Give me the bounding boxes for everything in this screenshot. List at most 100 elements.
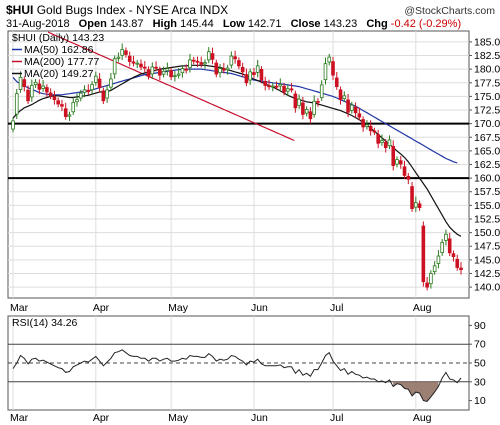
month-label: Mar: [10, 412, 29, 424]
price-tick-label: 172.5: [474, 105, 500, 117]
rsi-panel-title: RSI(14) 34.26: [12, 317, 78, 329]
candle-body: [169, 70, 173, 78]
candle-body: [67, 114, 72, 117]
candle-body: [33, 81, 38, 86]
candle-body: [199, 62, 204, 65]
candle-body: [176, 73, 181, 76]
candle-body: [233, 56, 237, 60]
close-value: 143.23: [324, 18, 358, 30]
price-tick-label: 142.5: [474, 268, 500, 280]
candle-body: [252, 72, 256, 75]
candle-body: [52, 96, 57, 101]
candles: [11, 43, 463, 291]
candle-body: [60, 104, 64, 107]
candle-body: [14, 93, 19, 115]
candle-body: [308, 111, 313, 120]
month-axis-top: Mar Apr May Jun Jul Aug: [10, 302, 432, 314]
candle-body: [180, 68, 185, 74]
candle-body: [353, 106, 358, 114]
candle-body: [425, 282, 429, 288]
candle-body: [327, 56, 332, 63]
price-tick-label: 180.0: [474, 64, 500, 76]
candle-body: [203, 62, 207, 65]
candle-body: [350, 104, 354, 111]
candle-body: [282, 85, 286, 93]
candle-body: [444, 233, 448, 241]
price-tick-label: 157.5: [474, 186, 500, 198]
candle-body: [45, 87, 49, 93]
candle-body: [18, 76, 23, 90]
candle-body: [112, 58, 117, 75]
candle-body: [440, 242, 444, 254]
candle-body: [316, 101, 320, 103]
month-label: May: [168, 412, 189, 424]
rsi-tick-label: 30: [474, 376, 486, 388]
candle-body: [173, 75, 177, 78]
price-tick-label: 185.0: [474, 36, 500, 48]
month-label: Apr: [93, 302, 110, 314]
candle-body: [154, 66, 158, 69]
symbol-label: $HUI: [6, 3, 33, 17]
candle-body: [191, 59, 196, 62]
month-label: Jun: [251, 412, 268, 424]
candle-body: [222, 68, 226, 71]
price-tick-label: 150.0: [474, 227, 500, 239]
candle-body: [429, 273, 433, 285]
legend-entry: MA(200) 177.77: [24, 56, 99, 68]
candle-body: [90, 84, 94, 91]
candle-body: [346, 99, 350, 113]
candle-body: [372, 130, 377, 133]
price-tick-label: 170.0: [474, 118, 500, 130]
price-tick-label: 162.5: [474, 159, 500, 171]
candle-body: [391, 145, 396, 166]
candle-body: [210, 53, 215, 60]
ma20-line: [12, 64, 462, 237]
candle-body: [398, 160, 403, 165]
price-tick-label: 182.5: [474, 50, 500, 62]
rsi-line: [12, 349, 462, 403]
candle-body: [380, 140, 384, 143]
candle-body: [248, 71, 252, 81]
rsi-panel-frame: [7, 315, 470, 411]
candle-body: [312, 100, 316, 115]
price-legend: $HUI (Daily) 143.23 MA(50) 162.86MA(200)…: [12, 32, 104, 80]
candle-body: [109, 78, 113, 88]
candle-body: [218, 68, 222, 74]
candle-body: [240, 66, 245, 73]
candle-body: [41, 85, 45, 89]
candle-body: [447, 238, 452, 254]
candle-body: [286, 88, 290, 92]
candle-body: [188, 59, 192, 69]
candle-body: [319, 84, 324, 99]
candle-body: [86, 89, 91, 92]
candle-body: [184, 68, 188, 71]
candle-body: [161, 70, 166, 75]
candle-body: [26, 89, 30, 102]
price-tick-label: 165.0: [474, 145, 500, 157]
candle-body: [376, 134, 380, 144]
candle-body: [368, 125, 373, 132]
candle-body: [331, 61, 335, 76]
candle-body: [270, 85, 275, 88]
price-tick-label: 145.0: [474, 254, 500, 266]
candle-body: [301, 102, 305, 115]
candle-body: [131, 61, 136, 64]
rsi-tick-label: 50: [474, 358, 486, 370]
candle-body: [48, 92, 53, 97]
candle-body: [195, 60, 200, 63]
candle-body: [82, 89, 87, 93]
month-label: Aug: [413, 302, 432, 314]
candle-body: [323, 63, 328, 81]
support-lines: [8, 122, 469, 180]
candle-body: [150, 66, 155, 75]
candle-body: [94, 75, 98, 83]
month-label: Mar: [10, 302, 29, 314]
candle-body: [365, 124, 369, 127]
legend-entry: MA(50) 162.86: [24, 44, 94, 56]
candle-body: [244, 74, 249, 84]
rsi-line-group: [12, 349, 462, 403]
candle-body: [63, 108, 68, 117]
candle-body: [206, 51, 211, 61]
